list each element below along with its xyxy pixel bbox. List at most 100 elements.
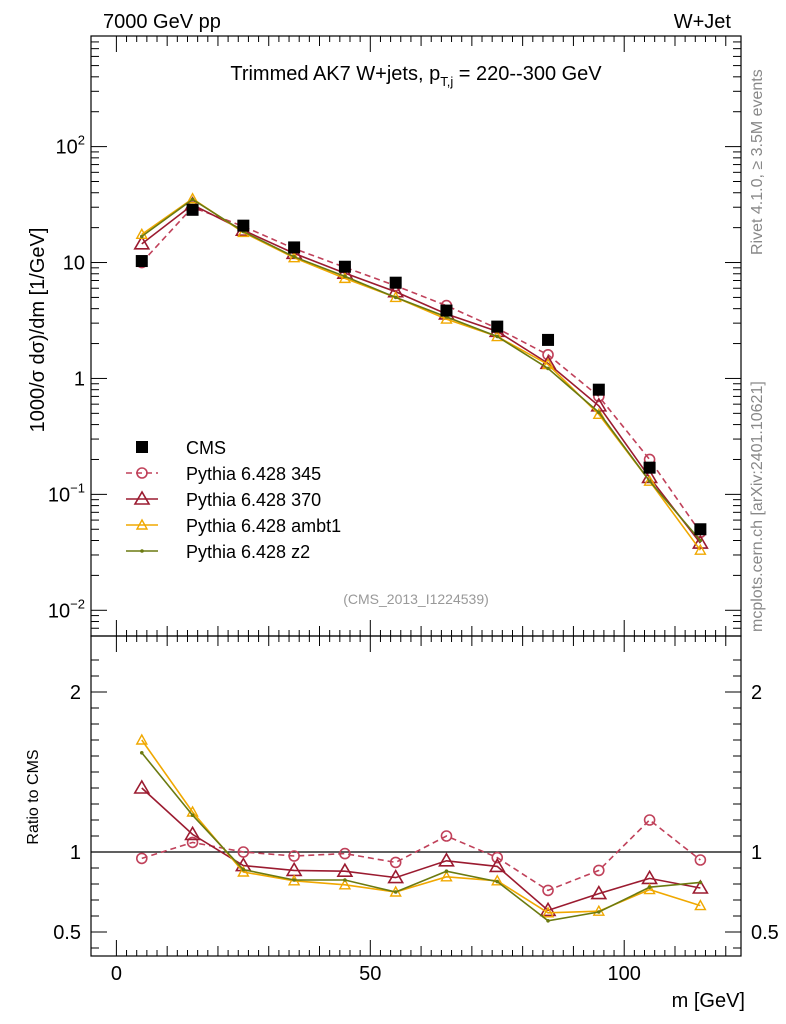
p370-point bbox=[133, 490, 151, 505]
cms-point bbox=[592, 383, 605, 396]
ambt1-point bbox=[694, 899, 707, 911]
p370-point bbox=[641, 869, 658, 885]
y-tick-base: 10 bbox=[48, 484, 70, 506]
title-subscript: T,j bbox=[440, 74, 453, 89]
z2-point bbox=[292, 255, 296, 259]
series-line bbox=[141, 198, 701, 542]
p345-point bbox=[186, 836, 199, 849]
p345-point bbox=[135, 852, 148, 865]
cms-point bbox=[288, 241, 301, 254]
z2-point bbox=[190, 197, 195, 202]
title-part2: = 220--300 GeV bbox=[453, 63, 602, 85]
cms-point bbox=[136, 441, 148, 453]
header-left: 7000 GeV pp bbox=[103, 11, 221, 33]
ambt1-point bbox=[237, 225, 250, 238]
z2-point bbox=[343, 878, 347, 882]
ratio-panel-frame bbox=[90, 635, 742, 957]
z2-point bbox=[393, 295, 398, 300]
cms-point bbox=[542, 333, 555, 346]
p345-point bbox=[136, 467, 148, 479]
z2-point bbox=[495, 334, 500, 339]
ambt1-point bbox=[135, 733, 148, 745]
y-tick-base: 1 bbox=[74, 368, 85, 390]
cms-point bbox=[338, 260, 351, 273]
ratio-y-tick-label-left: 0.5 bbox=[53, 922, 81, 944]
z2-point bbox=[139, 751, 144, 755]
z2-point bbox=[393, 890, 398, 894]
cms-point bbox=[237, 219, 250, 232]
cms-point bbox=[186, 203, 199, 216]
z2-point bbox=[698, 880, 703, 885]
ratio-y-tick-label-left: 2 bbox=[70, 682, 81, 704]
z2-point bbox=[597, 410, 601, 415]
cms-point bbox=[694, 523, 707, 536]
ratio-y-tick-label-right: 0.5 bbox=[751, 922, 779, 944]
p345-point bbox=[237, 846, 250, 858]
ambt1-point bbox=[338, 878, 352, 890]
p370-point bbox=[539, 901, 557, 917]
ratio-axis-ticks: 0 50 100 0.5 0.5 1 1 2 2 bbox=[53, 636, 779, 985]
header-right: W+Jet bbox=[674, 11, 732, 33]
p370-point bbox=[691, 534, 709, 549]
p370-point bbox=[438, 852, 455, 867]
z2-point bbox=[140, 549, 144, 553]
p345-point bbox=[542, 884, 554, 897]
ambt1-point bbox=[643, 474, 656, 486]
x-axis-label: m [GeV] bbox=[672, 990, 745, 1012]
legend-label: Pythia 6.428 370 bbox=[186, 490, 321, 510]
ratio-y-tick-label-right: 2 bbox=[751, 682, 762, 704]
cms-point bbox=[135, 255, 148, 268]
ambt1-point bbox=[694, 543, 707, 555]
z2-point bbox=[698, 538, 703, 543]
z2-point bbox=[647, 885, 652, 889]
y-tick-exponent: 2 bbox=[78, 133, 85, 148]
p345-point bbox=[288, 850, 300, 862]
z2-point bbox=[241, 867, 246, 872]
main-title: Trimmed AK7 W+jets, pT,j = 220--300 GeV bbox=[230, 63, 602, 89]
ambt1-point bbox=[592, 407, 606, 420]
x-tick-label: 100 bbox=[608, 963, 641, 985]
p345-point bbox=[694, 854, 707, 866]
legend: CMS Pythia 6.428 345 Pythia 6.428 370 Pythi… bbox=[126, 438, 341, 562]
z2-point bbox=[546, 919, 550, 923]
p370-point bbox=[590, 885, 608, 900]
legend-label: CMS bbox=[186, 438, 226, 458]
title-part1: Trimmed AK7 W+jets, p bbox=[230, 63, 440, 85]
z2-point bbox=[546, 366, 550, 371]
cms-point bbox=[440, 304, 453, 317]
ambt1-point bbox=[237, 865, 250, 877]
ratio-y-tick-label-right: 1 bbox=[751, 842, 762, 864]
y-tick-base: 10 bbox=[56, 137, 78, 159]
z2-point bbox=[647, 479, 652, 483]
p345-point bbox=[389, 856, 402, 869]
ratio-series-line bbox=[141, 787, 701, 912]
p370-point bbox=[133, 235, 151, 250]
ratio-series-line bbox=[141, 739, 701, 914]
ratio-y-tick-label-left: 1 bbox=[70, 842, 81, 864]
y-tick-exponent: −2 bbox=[70, 596, 85, 611]
p345-point bbox=[643, 814, 656, 826]
ambt1-point bbox=[541, 906, 555, 918]
z2-point bbox=[444, 869, 449, 873]
p370-point bbox=[691, 879, 709, 894]
cms-point bbox=[643, 461, 656, 474]
ambt1-point bbox=[440, 870, 453, 882]
ambt1-point bbox=[135, 518, 149, 530]
x-tick-label: 0 bbox=[111, 963, 122, 985]
analysis-watermark: (CMS_2013_I1224539) bbox=[343, 591, 489, 607]
main-series-layer bbox=[133, 192, 709, 555]
mcplots-label: mcplots.cern.ch [arXiv:2401.10621] bbox=[749, 381, 766, 632]
y-tick-label: 10−2 bbox=[48, 596, 85, 622]
z2-point bbox=[139, 234, 144, 239]
z2-point bbox=[597, 910, 601, 914]
y-tick-label: 1 bbox=[74, 368, 85, 390]
z2-point bbox=[495, 879, 500, 884]
cms-point bbox=[491, 320, 504, 333]
legend-label: Pythia 6.428 ambt1 bbox=[186, 516, 341, 536]
z2-point bbox=[190, 813, 195, 817]
p370-point bbox=[336, 862, 354, 878]
p345-point bbox=[593, 864, 605, 877]
legend-label: Pythia 6.428 z2 bbox=[186, 542, 310, 562]
ratio-y-axis-label: Ratio to CMS bbox=[25, 749, 42, 844]
